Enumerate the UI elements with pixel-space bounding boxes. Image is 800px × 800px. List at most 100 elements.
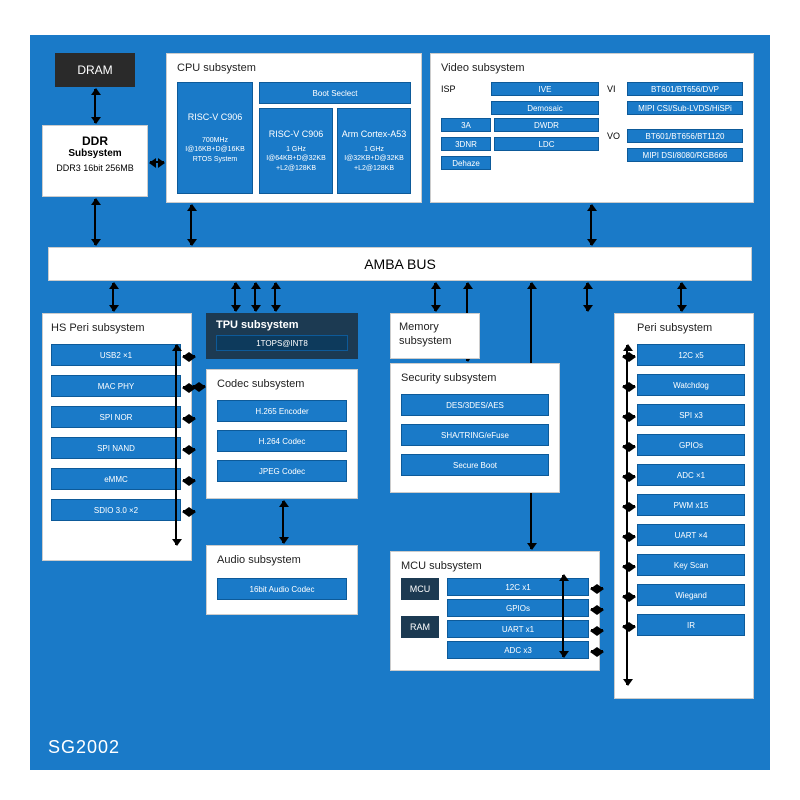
peri-item-arrow-7 — [623, 565, 635, 567]
peri-item-3: GPIOs — [637, 434, 745, 456]
cpu-boot-arm-detail: 1 GHz I@32KB+D@32KB +L2@128KB — [344, 145, 404, 172]
video-vi-label: VI — [607, 82, 623, 115]
peri-item-6: UART ×4 — [637, 524, 745, 546]
arrow-hs-codec — [193, 385, 205, 387]
cpu-boot-riscv-name: RISC-V C906 — [269, 129, 324, 139]
codec-title: Codec subsystem — [217, 378, 347, 390]
codec-item-1: H.264 Codec — [217, 430, 347, 452]
mcu-item-arrow-3 — [591, 650, 603, 652]
security-panel: Security subsystem DES/3DES/AES SHA/TRING… — [390, 363, 560, 493]
peri-item-arrow-5 — [623, 505, 635, 507]
peri-item-1: Watchdog — [637, 374, 745, 396]
peri-item-0: 12C x5 — [637, 344, 745, 366]
vo-item-1: MIPI DSI/8080/RGB666 — [627, 148, 743, 162]
isp-l-1: 3DNR — [441, 137, 491, 151]
mcu-item-2: UART x1 — [447, 620, 589, 638]
arrow-bus-tpu2 — [254, 283, 256, 311]
arrow-ddr-bus — [94, 199, 96, 245]
hs-title: HS Peri subsystem — [51, 322, 181, 334]
memory-title: Memory subsystem — [399, 320, 471, 349]
peri-item-arrow-6 — [623, 535, 635, 537]
peri-item-arrow-4 — [623, 475, 635, 477]
arrow-codec-audio — [282, 501, 284, 543]
mcu-item-1: GPIOs — [447, 599, 589, 617]
hs-item-arrow-3 — [183, 448, 195, 450]
sec-item-0: DES/3DES/AES — [401, 394, 549, 416]
ddr-title: DDR — [51, 134, 139, 148]
hs-panel: HS Peri subsystem USB2 ×1 MAC PHY SPI NOR S… — [42, 313, 192, 561]
peri-title: Peri subsystem — [637, 322, 745, 334]
cpu-c906-detail: 700MHz I@16KB+D@16KB RTOS System — [185, 136, 245, 163]
hs-item-0: USB2 ×1 — [51, 344, 181, 366]
cpu-boot-arm-name: Arm Cortex-A53 — [342, 129, 407, 139]
ddr-panel: DDR Subsystem DDR3 16bit 256MB — [42, 125, 148, 197]
peri-item-9: IR — [637, 614, 745, 636]
peri-item-5: PWM x15 — [637, 494, 745, 516]
mcu-item-arrow-1 — [591, 608, 603, 610]
arrow-ddr-cpu — [150, 161, 164, 163]
arrow-video-bus — [590, 205, 592, 245]
arrow-bus-mem — [434, 283, 436, 311]
arrow-dram-ddr — [94, 89, 96, 123]
tpu-title: TPU subsystem — [216, 319, 348, 331]
isp-l-0: 3A — [441, 118, 491, 132]
codec-item-0: H.265 Encoder — [217, 400, 347, 422]
cpu-c906-name: RISC-V C906 — [188, 112, 243, 122]
video-io-group: VI BT601/BT656/DVPMIPI CSI/Sub-LVDS/HiSP… — [607, 82, 743, 170]
chip-name: SG2002 — [48, 737, 120, 758]
cpu-panel: CPU subsystem RISC-V C906 700MHz I@16KB+… — [166, 53, 422, 203]
isp-r-1: LDC — [494, 137, 599, 151]
isp-r-top-0: IVE — [491, 82, 599, 96]
audio-title: Audio subsystem — [217, 554, 347, 566]
ddr-detail: DDR3 16bit 256MB — [51, 163, 139, 173]
peri-item-arrow-1 — [623, 385, 635, 387]
hs-item-1: MAC PHY — [51, 375, 181, 397]
security-title: Security subsystem — [401, 372, 549, 384]
hs-item-arrow-2 — [183, 417, 195, 419]
codec-item-2: JPEG Codec — [217, 460, 347, 482]
cpu-boot-arm: Arm Cortex-A53 1 GHz I@32KB+D@32KB +L2@1… — [337, 108, 411, 194]
audio-panel: Audio subsystem 16bit Audio Codec — [206, 545, 358, 615]
hs-side-arrow — [175, 345, 177, 545]
hs-item-3: SPI NAND — [51, 437, 181, 459]
hs-item-arrow-4 — [183, 479, 195, 481]
hs-item-4: eMMC — [51, 468, 181, 490]
mcu-ram: RAM — [401, 616, 439, 638]
peri-side-arrow — [626, 345, 628, 685]
codec-panel: Codec subsystem H.265 Encoder H.264 Codec… — [206, 369, 358, 499]
ddr-sub: Subsystem — [51, 148, 139, 159]
arrow-bus-peri — [586, 283, 588, 311]
cpu-boot-header: Boot Seclect — [259, 82, 411, 104]
arrow-bus-hs — [112, 283, 114, 311]
sec-item-2: Secure Boot — [401, 454, 549, 476]
peri-item-7: Key Scan — [637, 554, 745, 576]
peri-item-arrow-0 — [623, 355, 635, 357]
arrow-bus-tpu3 — [274, 283, 276, 311]
vi-item-1: MIPI CSI/Sub-LVDS/HiSPi — [627, 101, 743, 115]
peri-item-arrow-3 — [623, 445, 635, 447]
dram-block: DRAM — [55, 53, 135, 87]
mcu-inner-arrow — [562, 575, 564, 657]
peri-item-8: Wiegand — [637, 584, 745, 606]
video-isp-group: ISP IVEDemosaic 3A3DNRDehaze DWDRLDC — [441, 82, 599, 170]
hs-item-5: SDIO 3.0 ×2 — [51, 499, 181, 521]
amba-bus: AMBA BUS — [48, 247, 752, 281]
hs-item-2: SPI NOR — [51, 406, 181, 428]
vo-item-0: BT601/BT656/BT1120 — [627, 129, 743, 143]
mcu-item-arrow-2 — [591, 629, 603, 631]
peri-item-2: SPI x3 — [637, 404, 745, 426]
sec-item-1: SHA/TRING/eFuse — [401, 424, 549, 446]
mcu-title: MCU subsystem — [401, 560, 589, 572]
audio-chip: 16bit Audio Codec — [217, 578, 347, 600]
cpu-title: CPU subsystem — [177, 62, 411, 74]
arrow-bus-peri2 — [680, 283, 682, 311]
peri-item-arrow-2 — [623, 415, 635, 417]
mcu-chip: MCU — [401, 578, 439, 600]
hs-item-arrow-0 — [183, 355, 195, 357]
cpu-boot-riscv-detail: 1 GHz I@64KB+D@32KB +L2@128KB — [266, 145, 326, 172]
peri-item-arrow-9 — [623, 625, 635, 627]
memory-panel: Memory subsystem — [390, 313, 480, 359]
arrow-cpu-bus — [190, 205, 192, 245]
video-isp-label: ISP — [441, 82, 491, 115]
isp-l-2: Dehaze — [441, 156, 491, 170]
